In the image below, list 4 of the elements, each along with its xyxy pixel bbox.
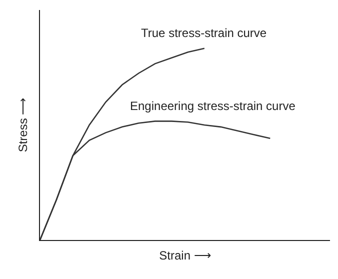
series-label: Engineering stress-strain curve [130, 99, 296, 113]
series-label: True stress-strain curve [141, 26, 267, 40]
x-axis-title: Strain ⟶ [159, 248, 211, 262]
y-axis-title: Stress ⟶ [16, 98, 30, 152]
